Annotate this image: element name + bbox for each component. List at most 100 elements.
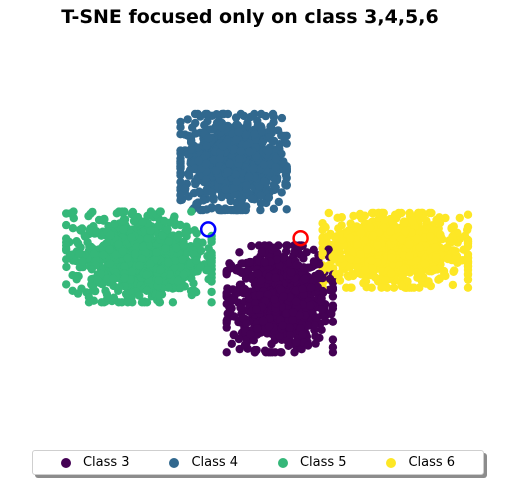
scatter-point-class-4 (250, 130, 259, 139)
scatter-point-class-6 (440, 269, 449, 278)
scatter-point-class-5 (120, 273, 129, 283)
scatter-point-class-4 (188, 123, 197, 132)
scatter-point-class-3 (227, 339, 236, 348)
scatter-point-class-4 (268, 137, 277, 146)
scatter-point-class-4 (260, 177, 269, 186)
scatter-point-class-4 (241, 130, 250, 140)
scatter-point-class-5 (92, 275, 102, 284)
scatter-point-class-6 (373, 241, 382, 250)
scatter-point-class-5 (92, 227, 101, 236)
scatter-point-class-5 (176, 283, 185, 293)
scatter-point-class-5 (170, 262, 179, 272)
scatter-point-class-5 (156, 207, 165, 216)
scatter-point-class-3 (292, 260, 302, 270)
scatter-point-class-5 (156, 265, 165, 275)
scatter-point-class-4 (259, 160, 269, 169)
scatter-point-class-4 (217, 192, 226, 202)
scatter-point-class-6 (343, 271, 352, 280)
scatter-point-class-5 (182, 222, 191, 231)
legend-marker-class-6 (386, 457, 397, 468)
scatter-point-class-5 (178, 255, 187, 264)
scatter-point-class-5 (137, 254, 146, 264)
scatter-point-class-3 (265, 314, 274, 323)
scatter-point-class-6 (356, 250, 365, 259)
scatter-point-class-3 (311, 339, 320, 348)
scatter-point-class-4 (225, 159, 234, 168)
scatter-point-class-4 (211, 166, 221, 175)
scatter-point-class-3 (306, 283, 316, 292)
legend-marker-class-5 (277, 457, 288, 468)
scatter-point-class-5 (89, 249, 99, 258)
scatter-point-class-5 (207, 237, 216, 247)
scatter-point-class-6 (371, 273, 380, 282)
scatter-point-class-3 (314, 269, 323, 279)
scatter-point-class-5 (186, 286, 196, 296)
scatter-point-class-3 (228, 285, 238, 294)
scatter-point-class-6 (412, 234, 422, 244)
scatter-point-class-4 (267, 123, 276, 133)
scatter-point-class-5 (61, 280, 71, 289)
scatter-point-class-6 (394, 208, 403, 218)
scatter-point-class-3 (309, 257, 319, 266)
scatter-point-class-5 (172, 243, 181, 253)
scatter-point-class-4 (236, 147, 246, 156)
scatter-point-class-3 (325, 274, 335, 284)
scatter-point-class-5 (83, 238, 92, 247)
scatter-point-class-5 (123, 253, 132, 263)
scatter-point-class-6 (399, 265, 409, 274)
scatter-point-class-5 (100, 215, 109, 224)
scatter-point-class-4 (242, 181, 251, 190)
scatter-point-class-4 (271, 154, 281, 163)
scatter-point-class-6 (399, 218, 409, 227)
scatter-point-class-6 (346, 233, 355, 242)
scatter-point-class-4 (269, 204, 279, 213)
scatter-point-class-4 (231, 113, 241, 122)
scatter-point-class-5 (154, 221, 163, 230)
scatter-point-class-3 (245, 257, 254, 267)
scatter-point-class-5 (91, 286, 100, 296)
scatter-point-class-5 (127, 267, 137, 276)
scatter-point-class-3 (256, 276, 266, 285)
scatter-point-class-4 (277, 188, 286, 197)
scatter-point-class-4 (191, 180, 200, 189)
scatter-point-class-6 (335, 276, 345, 285)
scatter-point-class-3 (312, 313, 322, 322)
scatter-point-class-5 (119, 225, 128, 234)
scatter-point-class-6 (405, 251, 414, 261)
scatter-point-class-6 (353, 263, 362, 272)
scatter-point-class-3 (297, 345, 306, 354)
scatter-point-class-5 (84, 211, 93, 221)
scatter-point-class-3 (268, 348, 277, 357)
scatter-point-class-5 (114, 240, 123, 249)
scatter-point-class-3 (272, 255, 281, 264)
scatter-point-class-3 (225, 307, 235, 316)
scatter-point-class-4 (234, 154, 244, 163)
scatter-point-class-5 (142, 286, 151, 295)
scatter-point-class-4 (184, 192, 193, 201)
scatter-point-class-4 (190, 109, 200, 119)
scatter-point-class-5 (105, 245, 114, 254)
scatter-point-class-3 (298, 330, 307, 339)
scatter-point-class-4 (176, 117, 185, 127)
scatter-point-class-6 (368, 231, 378, 241)
scatter-point-class-3 (328, 348, 338, 357)
scatter-point-class-3 (317, 305, 327, 314)
scatter-point-class-3 (328, 301, 338, 310)
scatter-point-class-4 (186, 145, 196, 154)
scatter-point-class-5 (173, 276, 183, 286)
scatter-point-class-6 (408, 216, 417, 226)
scatter-point-class-4 (212, 110, 221, 119)
scatter-point-class-3 (286, 268, 296, 277)
scatter-point-class-6 (335, 269, 344, 278)
scatter-point-class-5 (127, 233, 136, 242)
scatter-point-class-5 (190, 226, 199, 235)
scatter-point-class-3 (300, 274, 310, 284)
scatter-point-class-4 (258, 138, 267, 147)
scatter-point-class-3 (260, 241, 269, 250)
scatter-point-class-3 (276, 285, 286, 295)
scatter-point-class-4 (176, 130, 185, 139)
legend: Class 3 Class 4 Class 5 Class 6 (32, 450, 484, 475)
scatter-point-class-5 (77, 257, 87, 266)
scatter-point-class-4 (186, 138, 196, 147)
scatter-point-class-5 (187, 207, 196, 216)
